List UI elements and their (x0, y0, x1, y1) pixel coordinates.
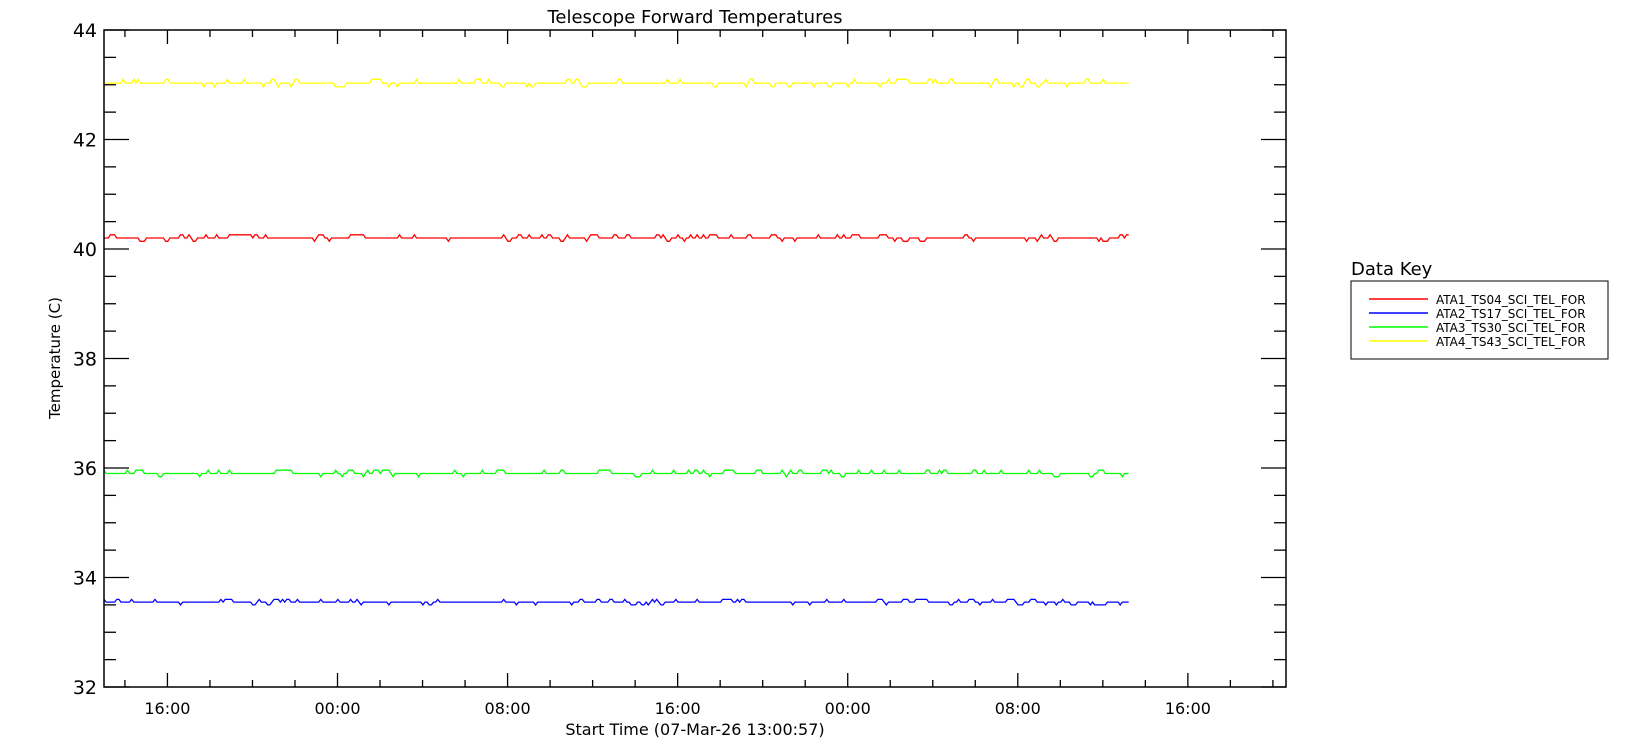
legend-label: ATA2_TS17_SCI_TEL_FOR (1436, 307, 1586, 321)
series-line-3 (103, 468, 1129, 479)
x-tick-label: 00:00 (825, 699, 871, 718)
plot-frame (103, 29, 1287, 688)
x-tick-label: 08:00 (995, 699, 1041, 718)
y-tick-label: 44 (73, 20, 97, 42)
legend-label: ATA4_TS43_SCI_TEL_FOR (1436, 335, 1586, 349)
axis-ticks: 32 34 36 38 40 42 44 16:00 00:00 08:00 16:00 00:00 0… (73, 20, 1286, 718)
y-tick-label: 40 (73, 239, 97, 261)
y-tick-label: 36 (73, 458, 97, 480)
x-axis-label: Start Time (07-Mar-26 13:00:57) (565, 720, 824, 739)
x-tick-label: 00:00 (314, 699, 360, 718)
legend: Data Key ATA1_TS04_SCI_TEL_FORATA2_TS17_… (1350, 259, 1609, 360)
series-line-2 (103, 598, 1129, 606)
plot-area (103, 77, 1129, 606)
x-tick-label: 08:00 (485, 699, 531, 718)
y-tick-label: 38 (73, 349, 97, 371)
legend-label: ATA3_TS30_SCI_TEL_FOR (1436, 321, 1586, 335)
legend-title: Data Key (1351, 259, 1433, 280)
x-tick-label: 16:00 (655, 699, 701, 718)
legend-box (1350, 280, 1609, 360)
y-tick-label: 34 (73, 568, 97, 590)
x-tick-label: 16:00 (1165, 699, 1211, 718)
legend-label: ATA1_TS04_SCI_TEL_FOR (1436, 293, 1586, 307)
y-axis-label: Temperature (C) (46, 297, 64, 420)
chart-title: Telescope Forward Temperatures (546, 7, 842, 28)
series-line-1 (104, 233, 1129, 243)
y-tick-label: 42 (73, 130, 97, 152)
y-tick-label: 32 (73, 677, 97, 699)
series-line-4 (103, 77, 1129, 89)
x-tick-label: 16:00 (144, 699, 190, 718)
